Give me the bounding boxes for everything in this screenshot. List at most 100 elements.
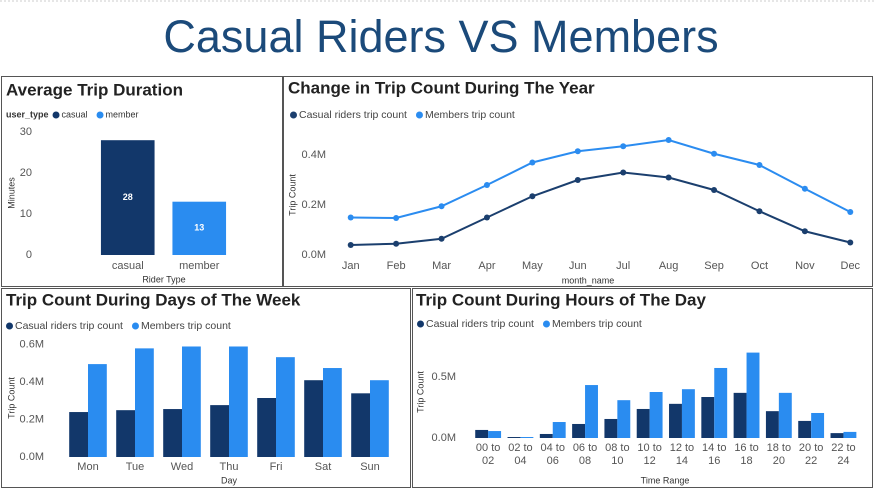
point (665, 137, 672, 143)
bar (182, 346, 201, 457)
legend-label: casual (62, 109, 88, 119)
point (847, 239, 854, 246)
legend-marker (542, 320, 550, 328)
y-tick-label: 0.5M (432, 371, 456, 383)
bar (681, 389, 695, 438)
x-tick-label: 02 to 04 (508, 442, 533, 467)
legend-marker (6, 322, 13, 330)
page-title: Casual Riders VS Members (163, 11, 718, 62)
panel (1, 288, 411, 488)
bar (135, 348, 154, 457)
x-axis-title: Rider Type (142, 274, 185, 284)
x-tick-label: Sun (360, 461, 380, 473)
x-tick-label: Mon (77, 461, 98, 473)
point (438, 235, 445, 242)
y-tick-label: 0.4M (20, 376, 44, 388)
x-tick-label: Nov (795, 260, 815, 272)
bar (585, 385, 598, 438)
x-tick-label: 00 to 02 (475, 442, 501, 467)
bar (733, 392, 747, 438)
point (529, 193, 536, 200)
bar (351, 393, 370, 457)
bar (811, 412, 825, 438)
y-tick-label: 10 (20, 208, 32, 220)
y-axis-title: Minutes (6, 177, 16, 209)
point (529, 159, 536, 166)
x-tick-label: 14 to 16 (702, 442, 727, 467)
x-tick-label: 18 to 20 (766, 442, 792, 467)
point (574, 177, 581, 183)
y-tick-label: 20 (20, 167, 32, 179)
y-tick-label: 0.2M (20, 413, 44, 425)
x-tick-label: Wed (171, 461, 193, 473)
y-tick-label: 0.2M (302, 199, 326, 211)
bar (323, 368, 342, 457)
point (756, 208, 763, 215)
y-tick-label: 30 (20, 126, 32, 138)
x-tick-label: Aug (659, 260, 679, 272)
bar (304, 380, 323, 457)
legend-label: Members trip count (552, 318, 642, 330)
bar (257, 398, 276, 457)
point (801, 228, 808, 235)
x-tick-label: Mar (432, 260, 451, 272)
legend-label: member (106, 109, 139, 119)
bar (778, 392, 792, 438)
y-tick-label: 0.0M (302, 249, 326, 261)
bar (370, 380, 389, 457)
bar (798, 420, 812, 438)
x-tick-label: 10 to 12 (637, 442, 662, 467)
x-tick-label: Dec (841, 260, 861, 272)
bar (100, 140, 155, 255)
point (347, 214, 354, 221)
x-tick-label: member (179, 260, 220, 272)
y-tick-label: 0.4M (302, 149, 326, 161)
bar (116, 410, 135, 457)
panel (1, 76, 283, 287)
y-tick-label: 0.6M (20, 339, 44, 351)
bar (507, 437, 521, 438)
bar (714, 367, 728, 438)
data-label: 13 (194, 223, 204, 233)
legend-marker (415, 111, 423, 119)
bar (617, 400, 631, 438)
chart-title: Trip Count During Days of The Week (6, 290, 301, 309)
y-tick-label: 0.0M (20, 451, 44, 463)
line (350, 138, 851, 220)
x-tick-label: Sat (315, 461, 332, 473)
bar (746, 352, 760, 438)
bar (701, 397, 715, 438)
point (347, 242, 354, 248)
legend-marker (96, 111, 104, 119)
chart-title: Change in Trip Count During The Year (288, 78, 595, 97)
x-axis-title: month_name (562, 275, 615, 285)
bar (604, 418, 618, 438)
x-tick-label: Apr (478, 260, 495, 272)
bar (276, 357, 295, 457)
legend-marker (52, 111, 60, 119)
bar (636, 408, 650, 438)
y-axis-title: Trip Count (287, 174, 297, 216)
y-tick-label: 0 (26, 249, 32, 261)
bar (669, 403, 682, 438)
bar (765, 411, 779, 438)
data-label: 28 (123, 192, 133, 202)
x-tick-label: Thu (220, 461, 239, 473)
bar (163, 409, 182, 457)
x-tick-label: 20 to 22 (798, 442, 824, 467)
bar (229, 346, 248, 457)
bar (520, 437, 534, 438)
point (711, 150, 718, 157)
point (847, 209, 854, 215)
x-tick-label: 16 to 18 (734, 442, 759, 467)
bar (649, 392, 663, 438)
legend-label: Casual riders trip count (15, 320, 123, 332)
point (620, 169, 627, 176)
chart-title: Trip Count During Hours of The Day (416, 290, 706, 309)
bar (210, 405, 229, 457)
x-tick-label: Oct (751, 260, 768, 272)
point (393, 240, 400, 247)
bar (572, 423, 586, 438)
chart-title: Average Trip Duration (6, 80, 183, 99)
x-tick-label: 12 to 14 (669, 442, 695, 467)
